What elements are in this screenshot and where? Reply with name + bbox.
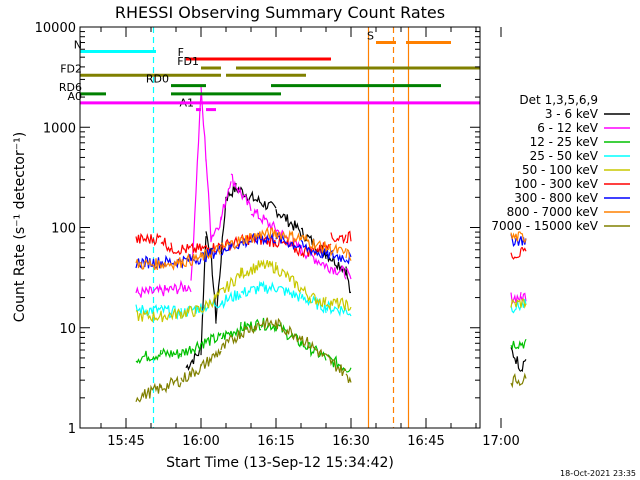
flag-bars: NFFD1FD2RD0RD6A1A0S	[59, 30, 480, 112]
x-tick-label: 16:45	[407, 434, 444, 449]
legend-entry-label: 3 - 6 keV	[545, 107, 599, 121]
x-tick-label: 16:15	[257, 434, 294, 449]
flag-label: S	[367, 30, 374, 43]
x-tick-label: 16:30	[332, 434, 369, 449]
legend-entry-label: 50 - 100 keV	[522, 163, 599, 177]
legend-entry-label: 6 - 12 keV	[537, 121, 599, 135]
legend-entry-label: 300 - 800 keV	[514, 191, 598, 205]
series-4	[135, 259, 527, 323]
series-line	[135, 86, 527, 304]
legend-title: Det 1,3,5,6,9	[519, 93, 598, 107]
y-tick-label: 100	[51, 222, 76, 237]
vertical-markers	[152, 27, 410, 428]
y-tick-label: 10	[59, 322, 76, 337]
y-tick-label: 1	[68, 422, 76, 437]
flag-label: RD6	[59, 81, 82, 94]
flag-label: FD2	[60, 62, 82, 75]
series-8	[135, 317, 527, 403]
chart-title: RHESSI Observing Summary Count Rates	[115, 3, 445, 22]
legend-entry-label: 7000 - 15000 keV	[491, 219, 598, 233]
flag-label: RD0	[146, 73, 169, 86]
legend-entry-label: 25 - 50 keV	[530, 149, 599, 163]
legend-entry-label: 100 - 300 keV	[514, 177, 598, 191]
flag-label: FD1	[177, 55, 199, 68]
flag-label: N	[74, 38, 82, 51]
x-axis-label: Start Time (13-Sep-12 15:34:42)	[166, 455, 394, 471]
series-group	[135, 86, 527, 403]
x-tick-label: 17:00	[482, 434, 519, 449]
series-line	[135, 317, 527, 403]
legend-entry-label: 12 - 25 keV	[530, 135, 599, 149]
axes: 1 10 100 1000 10000 15:45 16:00 16:15 16:30 16:45…	[35, 21, 520, 449]
y-tick-label: 1000	[43, 121, 76, 136]
series-line	[135, 259, 527, 323]
series-7	[135, 226, 527, 271]
y-axis-label: Count Rate (s⁻¹ detector⁻¹)	[12, 132, 28, 322]
flag-label: F	[178, 46, 184, 59]
footer-date: 18-Oct-2021 23:35	[560, 469, 636, 478]
legend-entry-label: 800 - 7000 keV	[507, 205, 599, 219]
y-tick-label: 10000	[35, 21, 76, 36]
series-line	[135, 226, 527, 271]
flag-label: A0	[67, 90, 82, 103]
x-tick-label: 16:00	[182, 434, 219, 449]
series-1	[135, 86, 527, 304]
x-tick-label: 15:45	[107, 434, 144, 449]
